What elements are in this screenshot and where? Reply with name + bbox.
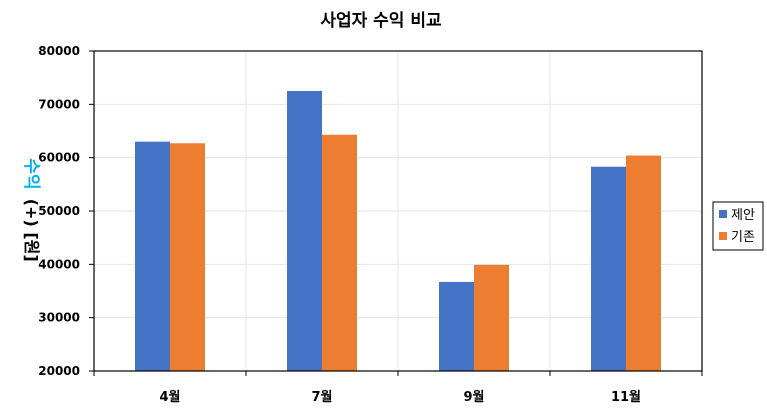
x-tick-label: 4월 [159,389,180,405]
y-tick-label: 60000 [38,151,80,165]
axes: 20000 30000 40000 50000 60000 70000 80000 4월 7월 9… [38,44,703,405]
legend-label-existing: 기존 [731,230,755,245]
bars [135,91,661,371]
bar-proposed [439,281,474,371]
y-axis-title: 수익 (+) [원] [21,158,41,261]
y-tick-label: 30000 [38,311,80,325]
y-tick-label: 50000 [38,204,80,218]
y-tick-label: 20000 [38,364,80,378]
bar-existing [170,143,205,371]
bar-proposed [287,91,322,371]
legend-swatch-proposed [719,210,727,218]
y-tick-label: 70000 [38,97,80,111]
svg-text:수익 (+) [원]: 수익 (+) [원] [21,158,41,261]
x-tick-label: 9월 [463,389,484,405]
legend: 제안 기존 [712,201,764,251]
legend-label-proposed: 제안 [731,208,755,223]
bar-existing [474,264,509,371]
y-axis-label-main: 수익 [21,158,41,189]
x-tick-label: 7월 [311,389,332,405]
bar-existing [322,134,357,371]
bar-existing [626,155,661,371]
legend-swatch-existing [719,232,727,240]
y-tick-label: 80000 [38,44,80,58]
bar-proposed [135,141,170,371]
bar-proposed [591,166,626,371]
x-tick-label: 11월 [611,389,641,405]
y-tick-label: 40000 [38,257,80,271]
y-axis-label-sub: (+) [원] [22,199,41,262]
chart-title: 사업자 수익 비교 [320,11,442,31]
